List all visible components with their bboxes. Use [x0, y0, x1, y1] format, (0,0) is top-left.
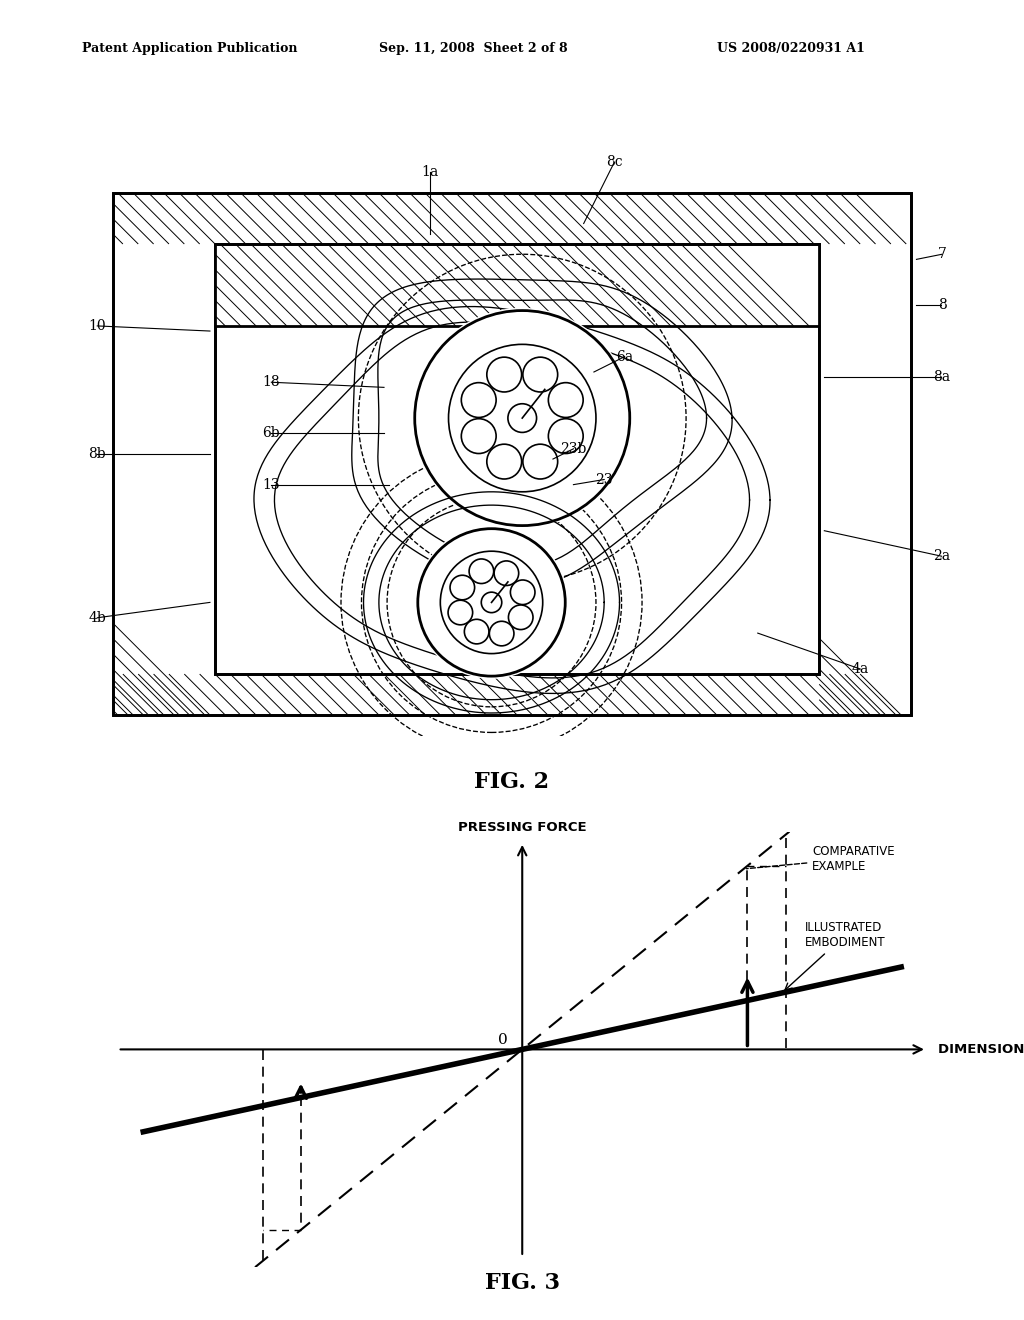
- Bar: [215, 244, 819, 326]
- Circle shape: [486, 445, 521, 479]
- Circle shape: [416, 527, 567, 678]
- Circle shape: [548, 383, 583, 417]
- Text: 18: 18: [262, 375, 281, 389]
- Text: 8b: 8b: [88, 447, 106, 461]
- Circle shape: [510, 579, 535, 605]
- Bar: [215, 244, 819, 675]
- Text: 23: 23: [595, 473, 613, 487]
- Circle shape: [462, 418, 497, 454]
- Text: 6b: 6b: [262, 426, 281, 441]
- Circle shape: [523, 445, 558, 479]
- Text: 2a: 2a: [934, 549, 950, 564]
- Bar: [215, 244, 819, 675]
- Text: Sep. 11, 2008  Sheet 2 of 8: Sep. 11, 2008 Sheet 2 of 8: [379, 42, 567, 55]
- Circle shape: [523, 358, 558, 392]
- Text: FIG. 3: FIG. 3: [484, 1272, 560, 1295]
- Circle shape: [464, 619, 488, 644]
- Text: 4b: 4b: [88, 611, 106, 624]
- Text: 8: 8: [938, 298, 946, 313]
- Text: COMPARATIVE
EXAMPLE: COMPARATIVE EXAMPLE: [746, 845, 895, 873]
- Circle shape: [449, 601, 473, 624]
- Text: 8a: 8a: [934, 370, 950, 384]
- Text: 1a: 1a: [422, 165, 438, 180]
- Text: 0: 0: [499, 1034, 508, 1047]
- Text: 8c: 8c: [606, 154, 623, 169]
- Text: 23b: 23b: [560, 442, 587, 455]
- Text: FIG. 2: FIG. 2: [474, 771, 550, 793]
- Text: PRESSING FORCE: PRESSING FORCE: [458, 821, 587, 834]
- Circle shape: [489, 622, 514, 645]
- Text: 7: 7: [938, 247, 946, 261]
- Text: DIMENSIONAL ERROR: DIMENSIONAL ERROR: [938, 1043, 1024, 1056]
- Circle shape: [486, 358, 521, 392]
- Text: 4a: 4a: [852, 661, 868, 676]
- Circle shape: [469, 558, 494, 583]
- Text: Patent Application Publication: Patent Application Publication: [82, 42, 297, 55]
- Circle shape: [495, 561, 519, 586]
- Text: 6a: 6a: [616, 350, 633, 363]
- Text: 10: 10: [88, 319, 106, 333]
- Circle shape: [462, 383, 497, 417]
- Circle shape: [509, 605, 534, 630]
- Circle shape: [548, 418, 583, 454]
- Circle shape: [413, 309, 632, 528]
- Text: ILLUSTRATED
EMBODIMENT: ILLUSTRATED EMBODIMENT: [785, 921, 886, 990]
- Circle shape: [450, 576, 474, 599]
- Text: US 2008/0220931 A1: US 2008/0220931 A1: [717, 42, 864, 55]
- Text: 13: 13: [262, 478, 281, 491]
